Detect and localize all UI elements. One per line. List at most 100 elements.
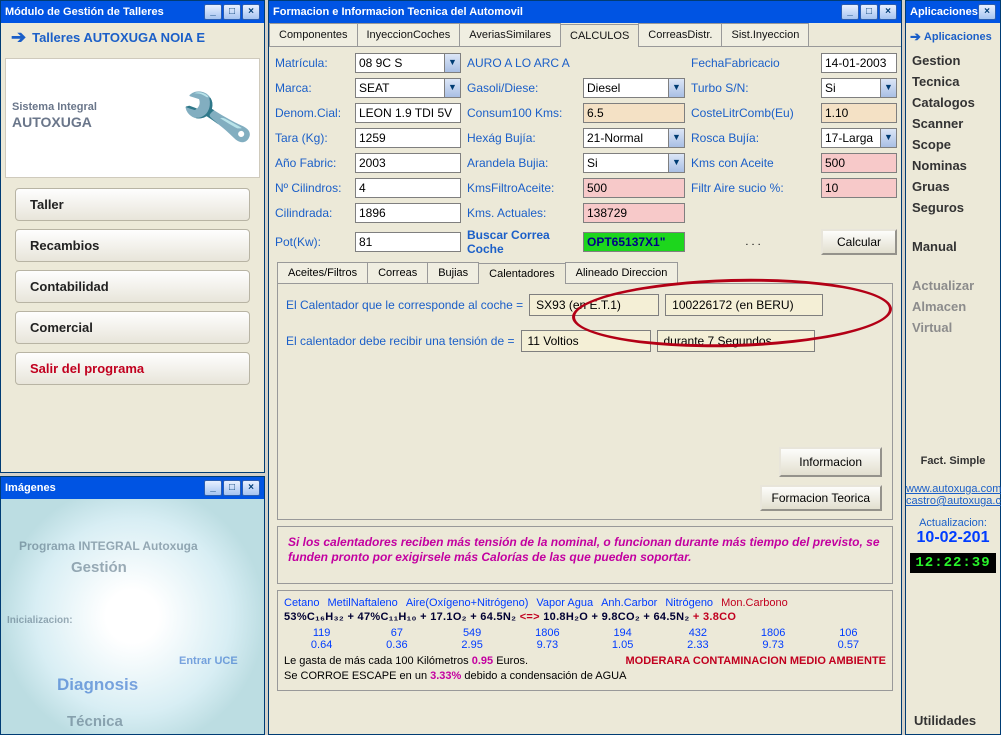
minimize-icon[interactable]: _ (204, 4, 222, 20)
hexag-field[interactable]: 21-Normal▼ (583, 128, 685, 148)
calc-fld-1b: 100226172 (en BERU) (665, 294, 823, 316)
tab-averiassimilares[interactable]: AveriasSimilares (459, 23, 561, 46)
correa-field[interactable]: OPT65137X1" (583, 232, 685, 252)
chevron-down-icon[interactable]: ▼ (668, 129, 684, 147)
app-manual[interactable]: Manual (912, 239, 994, 254)
lbl-kmfilt: KmsFiltroAceite: (467, 181, 577, 195)
close-icon[interactable]: × (978, 4, 996, 20)
kmaceite-field[interactable]: 500 (821, 153, 897, 173)
informacion-button[interactable]: Informacion (779, 447, 882, 477)
calentadores-panel: El Calentador que le corresponde al coch… (277, 284, 893, 520)
corroe-pre: Se CORROE ESCAPE en un (284, 670, 427, 682)
lbl-auro: AURO A LO ARC A (467, 56, 685, 70)
chem-h: Mon.Carbono (721, 597, 788, 609)
gasta-pre: Le gasta de más cada 100 Kilómetros (284, 655, 469, 667)
calc-fld-2a: 11 Voltios (521, 330, 651, 352)
maximize-icon[interactable]: □ (223, 4, 241, 20)
subtab-alineado[interactable]: Alineado Direccion (565, 262, 679, 283)
lbl-denom: Denom.Cial: (275, 106, 349, 120)
tara-field[interactable]: 1259 (355, 128, 461, 148)
app-scanner[interactable]: Scanner (912, 116, 994, 131)
chevron-down-icon[interactable]: ▼ (444, 79, 460, 97)
app-actualizar[interactable]: Actualizar (912, 278, 994, 293)
minimize-icon[interactable]: _ (204, 480, 222, 496)
nav-contabilidad[interactable]: Contabilidad (15, 270, 250, 303)
tab-inyeccioncoches[interactable]: InyeccionCoches (357, 23, 461, 46)
close-icon[interactable]: × (242, 480, 260, 496)
subtab-correas[interactable]: Correas (367, 262, 428, 283)
kmfilt-field[interactable]: 500 (583, 178, 685, 198)
tab-correasdistr[interactable]: CorreasDistr. (638, 23, 722, 46)
chevron-down-icon[interactable]: ▼ (668, 79, 684, 97)
nav-comercial[interactable]: Comercial (15, 311, 250, 344)
nav-recambios[interactable]: Recambios (15, 229, 250, 262)
tab-componentes[interactable]: Componentes (269, 23, 358, 46)
chem-head: Cetano MetilNaftaleno Aire(Oxígeno+Nitró… (284, 597, 886, 609)
app-gruas[interactable]: Gruas (912, 179, 994, 194)
app-catalogos[interactable]: Catalogos (912, 95, 994, 110)
turbo-field[interactable]: Si▼ (821, 78, 897, 98)
marca-field[interactable]: SEAT▼ (355, 78, 461, 98)
close-icon[interactable]: × (242, 4, 260, 20)
chem-h: Cetano (284, 597, 319, 609)
minimize-icon[interactable]: _ (841, 4, 859, 20)
cons100-field[interactable]: 6.5 (583, 103, 685, 123)
rosca-field[interactable]: 17-Larga▼ (821, 128, 897, 148)
lbl-hexag: Hexág Bujía: (467, 131, 577, 145)
gasta-post: Euros. (496, 655, 528, 667)
nav-taller[interactable]: Taller (15, 188, 250, 221)
potkw-field[interactable]: 81 (355, 232, 461, 252)
arand-field[interactable]: Si▼ (583, 153, 685, 173)
nav-salir[interactable]: Salir del programa (15, 352, 250, 385)
images-title: Imágenes (5, 482, 204, 494)
sub-tabstrip: Aceites/Filtros Correas Bujias Calentado… (277, 262, 893, 284)
ncil-field[interactable]: 4 (355, 178, 461, 198)
ct: 549 (435, 627, 510, 639)
lbl-cilin: Cilindrada: (275, 206, 349, 220)
chevron-down-icon[interactable]: ▼ (880, 79, 896, 97)
gasodies-field[interactable]: Diesel▼ (583, 78, 685, 98)
ct: 1806 (510, 627, 585, 639)
formacion-teorica-button[interactable]: Formacion Teorica (760, 485, 882, 511)
chevron-down-icon[interactable]: ▼ (668, 154, 684, 172)
logo-area: Sistema Integral AUTOXUGA 🔧 (5, 58, 260, 178)
chevron-down-icon[interactable]: ▼ (880, 129, 896, 147)
app-gestion[interactable]: Gestion (912, 53, 994, 68)
close-icon[interactable]: × (879, 4, 897, 20)
maximize-icon[interactable]: □ (223, 480, 241, 496)
chem-h: MetilNaftaleno (327, 597, 397, 609)
link-mail[interactable]: castro@autoxuga.com (906, 495, 1000, 507)
subtab-bujias[interactable]: Bujias (427, 262, 479, 283)
actu-date: 10-02-201 (906, 529, 1000, 547)
app-tecnica[interactable]: Tecnica (912, 74, 994, 89)
subtab-aceites[interactable]: Aceites/Filtros (277, 262, 368, 283)
costelitro-field[interactable]: 1.10 (821, 103, 897, 123)
app-almacen[interactable]: Almacen (912, 299, 994, 314)
ct: 119 (284, 627, 359, 639)
chem-gasta: Le gasta de más cada 100 Kilómetros 0.95… (284, 655, 886, 667)
app-seguros[interactable]: Seguros (912, 200, 994, 215)
chem-h: Anh.Carbor (601, 597, 657, 609)
maximize-icon[interactable]: □ (860, 4, 878, 20)
app-virtual[interactable]: Virtual (912, 320, 994, 335)
app-scope[interactable]: Scope (912, 137, 994, 152)
fechafab-field[interactable]: 14-01-2003 (821, 53, 897, 73)
anofab-field[interactable]: 2003 (355, 153, 461, 173)
matricula-field[interactable]: 08 9C S▼ (355, 53, 461, 73)
cilin-field[interactable]: 1896 (355, 203, 461, 223)
denom-field[interactable]: LEON 1.9 TDI 5V (355, 103, 461, 123)
ct: 432 (660, 627, 735, 639)
nav-list: Taller Recambios Contabilidad Comercial … (15, 188, 250, 385)
filtaire-field[interactable]: 10 (821, 178, 897, 198)
link-web[interactable]: www.autoxuga.com (906, 483, 1000, 495)
utilidades-label[interactable]: Utilidades (914, 713, 976, 728)
fact-simple[interactable]: Fact. Simple (906, 455, 1000, 467)
lbl-fechafab: FechaFabricacio (691, 56, 815, 70)
app-nominas[interactable]: Nominas (912, 158, 994, 173)
subtab-calentadores[interactable]: Calentadores (478, 263, 565, 284)
calcular-button[interactable]: Calcular (821, 229, 897, 255)
tab-sistinyeccion[interactable]: Sist.Inyeccion (721, 23, 809, 46)
chevron-down-icon[interactable]: ▼ (444, 54, 460, 72)
tab-calculos[interactable]: CALCULOS (560, 24, 639, 47)
kmact-field[interactable]: 138729 (583, 203, 685, 223)
